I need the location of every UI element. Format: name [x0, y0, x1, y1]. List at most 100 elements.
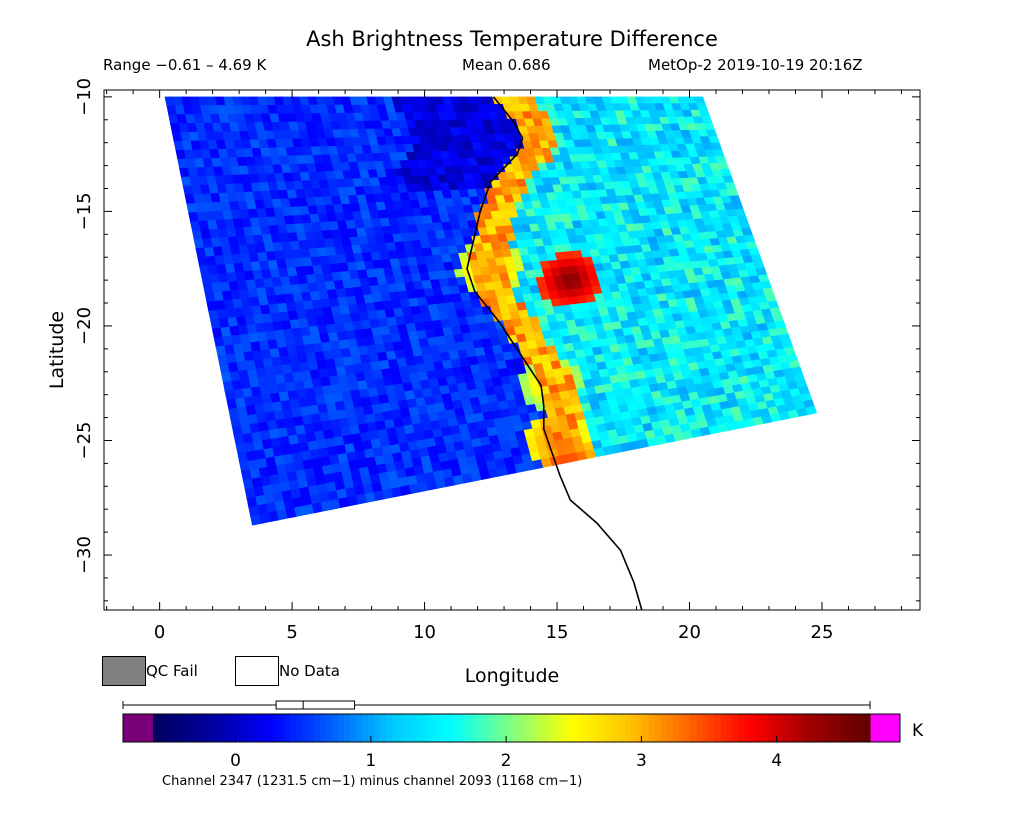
colorbar-segment [206, 714, 214, 742]
colorbar-segment [451, 714, 459, 742]
colorbar-segment [529, 714, 536, 742]
colorbar-segment [636, 714, 644, 742]
colorbar-segment [648, 714, 656, 742]
colorbar-segment [828, 714, 835, 742]
heatmap-cell [745, 241, 758, 250]
colorbar-segment [302, 714, 309, 742]
x-tick-label: 10 [413, 622, 436, 643]
heatmap-cell [738, 221, 751, 230]
colorbar-segment [182, 714, 190, 742]
colorbar-segment [380, 714, 387, 742]
heatmap-cell [760, 280, 773, 290]
colorbar-segment [690, 714, 698, 742]
colorbar-segment [696, 714, 704, 742]
colorbar-segment [852, 714, 859, 742]
colorbar-segment [738, 714, 746, 742]
colorbar-segment [619, 714, 626, 742]
colorbar-segment [571, 714, 578, 742]
colorbar-segment [547, 714, 554, 742]
colorbar-segment [577, 714, 584, 742]
colorbar-unit: K [912, 721, 924, 741]
x-axis-label: Longitude [464, 665, 560, 687]
colorbar-segment [463, 714, 471, 742]
colorbar-segment [374, 714, 381, 742]
colorbar-segment [421, 714, 429, 742]
colorbar-segment [350, 714, 357, 742]
colorbar-segment [726, 714, 734, 742]
colorbar-segment [666, 714, 674, 742]
x-tick-label: 5 [286, 622, 297, 643]
colorbar-segment [744, 714, 752, 742]
colorbar-segment [332, 714, 339, 742]
colorbar-segment [362, 714, 369, 742]
colorbar-segment [768, 714, 775, 742]
qc-fail-label: QC Fail [146, 662, 198, 680]
x-tick-label: 15 [546, 622, 569, 643]
colorbar-segment [200, 714, 208, 742]
colorbar-segment [224, 714, 232, 742]
colorbar-segment [272, 714, 280, 742]
colorbar-segment [672, 714, 680, 742]
colorbar-segment [236, 714, 244, 742]
colorbar-segment [541, 714, 548, 742]
heatmap-cell [727, 188, 739, 197]
colorbar-segment [242, 714, 250, 742]
colorbar-segment [284, 714, 292, 742]
colorbar-segment [780, 714, 787, 742]
colorbar-segment [589, 714, 596, 742]
colorbar-segment [487, 714, 495, 742]
colorbar-tick-label: 1 [365, 751, 376, 771]
y-tick-label: −10 [74, 78, 95, 116]
colorbar-segment [565, 714, 572, 742]
y-tick-label: −20 [74, 307, 95, 345]
iqr-box [275, 700, 356, 710]
range-text: Range −0.61 – 4.69 K [103, 56, 267, 74]
colorbar-segment [816, 714, 823, 742]
colorbar-segment [427, 714, 435, 742]
colorbar-segment [433, 714, 441, 742]
colorbar-segment [625, 714, 632, 742]
colorbar-segment [535, 714, 542, 742]
colorbar-segment [523, 714, 531, 742]
colorbar-segment [290, 714, 297, 742]
heatmap-cell [719, 168, 732, 177]
colorbar-segment [457, 714, 465, 742]
colorbar-segment [320, 714, 327, 742]
colorbar-segment [481, 714, 489, 742]
colorbar-segment [511, 714, 519, 742]
footnote: Channel 2347 (1231.5 cm−1) minus channel… [162, 774, 583, 789]
colorbar-segment [344, 714, 351, 742]
x-tick-label: 20 [678, 622, 701, 643]
chart-title: Ash Brightness Temperature Difference [306, 27, 718, 51]
qc-fail-swatch [102, 656, 146, 686]
heatmap-cell [805, 406, 818, 416]
colorbar-segment [158, 714, 166, 742]
colorbar-segment [642, 714, 650, 742]
colorbar-segment [792, 714, 799, 742]
colorbar-segment [403, 714, 411, 742]
colorbar-segment [188, 714, 196, 742]
colorbar-segment [439, 714, 447, 742]
colorbar-segment [774, 714, 781, 742]
no-data-swatch [235, 656, 279, 686]
colorbar-segment [762, 714, 770, 742]
colorbar-segment [475, 714, 483, 742]
colorbar-segment [230, 714, 238, 742]
colorbar-tick-label: 4 [771, 751, 782, 771]
colorbar-segment [684, 714, 692, 742]
colorbar-segment [750, 714, 758, 742]
colorbar-segment [170, 714, 178, 742]
colorbar-segment [338, 714, 345, 742]
colorbar-segment [386, 714, 393, 742]
colorbar-segment [469, 714, 477, 742]
mean-text: Mean 0.686 [462, 56, 551, 74]
colorbar-segment [314, 714, 321, 742]
colorbar-segment [846, 714, 853, 742]
colorbar-under [123, 714, 153, 742]
colorbar-tick-label: 3 [636, 751, 647, 771]
colorbar-segment [218, 714, 226, 742]
x-tick-label: 0 [154, 622, 165, 643]
colorbar-segment [810, 714, 817, 742]
colorbar-segment [493, 714, 501, 742]
